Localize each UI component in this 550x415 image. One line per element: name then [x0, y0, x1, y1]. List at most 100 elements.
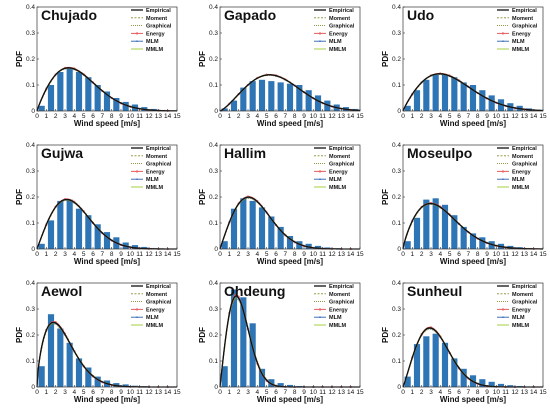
histogram-bar: [221, 108, 228, 111]
panel-title: Moseulpo: [407, 145, 472, 161]
x-tick-label: 3: [63, 113, 67, 120]
legend-label-mlm: MLM: [146, 39, 159, 45]
histogram-bar: [131, 245, 139, 249]
legend-label-empirical: Empirical: [146, 146, 171, 152]
histogram-bar: [240, 297, 247, 387]
x-tick-label: 3: [246, 389, 250, 396]
x-axis-label: Wind speed [m/s]: [74, 395, 140, 404]
histogram-bar: [258, 207, 266, 249]
x-tick-label: 1: [45, 113, 49, 120]
legend-label-empirical: Empirical: [329, 8, 354, 14]
x-tick-label: 0: [35, 389, 39, 396]
x-tick-label: 6: [274, 251, 278, 258]
x-tick-label: 12: [145, 389, 153, 396]
histogram-bar: [460, 82, 467, 111]
histogram-bar: [314, 245, 322, 249]
x-tick-label: 10: [127, 251, 135, 258]
fit-curve-empirical: [402, 202, 544, 250]
x-tick-label: 6: [91, 389, 95, 396]
x-tick-label: 7: [467, 389, 471, 396]
y-tick-label: 0.4: [209, 280, 218, 287]
y-tick-label: 0.1: [392, 358, 401, 365]
x-tick-label: 9: [485, 113, 489, 120]
histogram-bar: [38, 243, 45, 249]
x-tick-label: 5: [448, 251, 452, 258]
legend-label-mmlm: MMLM: [512, 185, 530, 191]
y-tick-label: 0.2: [209, 332, 218, 339]
histogram-bar: [404, 241, 411, 249]
x-tick-label: 4: [256, 113, 260, 120]
x-tick-label: 15: [539, 251, 547, 258]
histogram-bar: [57, 200, 64, 249]
x-tick-label: 11: [136, 113, 143, 120]
legend-label-mlm: MLM: [329, 177, 342, 183]
x-tick-label: 5: [265, 251, 269, 258]
x-tick-label: 2: [54, 389, 58, 396]
y-tick-label: 0.4: [209, 4, 218, 11]
legend-marker-energy: [501, 32, 505, 35]
legend-label-energy: Energy: [329, 31, 349, 37]
x-tick-label: 8: [293, 251, 297, 258]
legend-label-empirical: Empirical: [512, 146, 537, 152]
x-tick-label: 10: [127, 113, 135, 120]
legend-label-energy: Energy: [146, 31, 166, 37]
histogram-bar: [469, 85, 477, 111]
x-tick-label: 13: [155, 113, 163, 120]
x-tick-label: 0: [401, 113, 405, 120]
y-tick-label: 0.4: [392, 280, 401, 287]
histogram-bar: [277, 226, 284, 249]
x-tick-label: 6: [91, 251, 95, 258]
x-tick-label: 3: [429, 113, 433, 120]
histogram-bar: [451, 77, 458, 111]
legend-marker-energy: [135, 32, 139, 35]
y-tick-label: 0.3: [26, 30, 35, 37]
histogram-bar: [441, 342, 449, 387]
y-tick-label: 0.3: [26, 306, 35, 313]
x-axis-label: Wind speed [m/s]: [74, 257, 140, 266]
panel-gapado: 00.10.20.30.40 1 2 3 4 5 6 7 8 9 10 11 12 13 14 15Wind …: [198, 4, 364, 128]
legend-marker-mlm: [502, 40, 504, 43]
y-tick-label: 0.2: [392, 56, 401, 63]
histogram-bar: [413, 90, 421, 111]
x-tick-label: 12: [511, 251, 519, 258]
histogram-bar: [268, 216, 275, 249]
x-tick-label: 15: [173, 389, 181, 396]
legend-marker-mlm: [136, 316, 138, 319]
y-tick-label: 0.1: [26, 358, 35, 365]
histogram-bar: [441, 74, 449, 111]
x-tick-label: 11: [502, 113, 509, 120]
legend-marker-energy: [318, 32, 322, 35]
x-tick-label: 6: [274, 389, 278, 396]
x-tick-label: 11: [502, 389, 509, 396]
panel-moseulpo: 00.10.20.30.40 1 2 3 4 5 6 7 8 9 10 11 12 13 14 15Wind …: [381, 142, 547, 266]
legend-label-moment: Moment: [512, 16, 533, 22]
histogram-bar: [258, 368, 266, 387]
histogram-bar: [47, 314, 55, 387]
x-tick-label: 3: [429, 389, 433, 396]
histogram-bar: [57, 328, 64, 387]
legend-label-graphical: Graphical: [329, 24, 355, 30]
panel-aewol: 00.10.20.30.40 1 2 3 4 5 6 7 8 9 10 11 12 13 14 15Wind …: [15, 280, 181, 404]
x-axis-label: Wind speed [m/s]: [257, 119, 323, 128]
x-tick-label: 0: [401, 389, 405, 396]
x-tick-label: 6: [457, 389, 461, 396]
x-tick-label: 10: [310, 251, 318, 258]
x-tick-label: 13: [521, 389, 529, 396]
x-tick-label: 15: [539, 113, 547, 120]
x-tick-label: 8: [293, 113, 297, 120]
y-tick-label: 0.1: [26, 220, 35, 227]
x-tick-label: 5: [448, 113, 452, 120]
x-tick-label: 11: [502, 251, 509, 258]
x-tick-label: 15: [356, 389, 364, 396]
y-tick-label: 0.3: [209, 30, 218, 37]
panel-udo: 00.10.20.30.40 1 2 3 4 5 6 7 8 9 10 11 12 13 14 15Wind …: [381, 4, 547, 128]
legend-marker-mlm: [136, 40, 138, 43]
histogram-bar: [122, 384, 129, 387]
histogram-bar: [57, 72, 64, 111]
x-tick-label: 13: [521, 251, 529, 258]
histogram-bar: [479, 237, 486, 249]
x-tick-label: 10: [310, 389, 318, 396]
histogram-bar: [305, 90, 312, 111]
legend-label-moment: Moment: [512, 154, 533, 160]
histogram-bar: [413, 344, 421, 387]
